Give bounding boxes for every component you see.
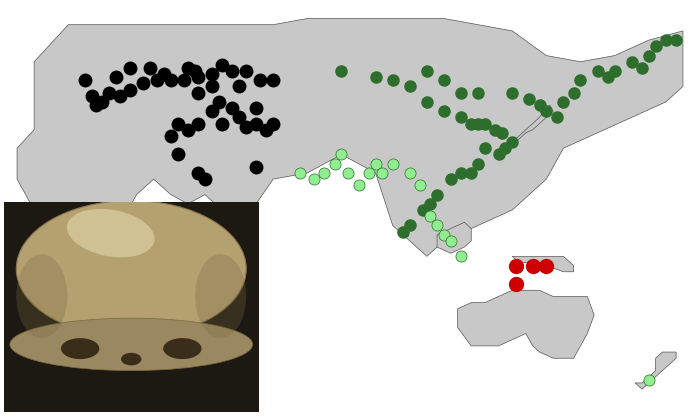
Ellipse shape: [195, 254, 246, 338]
Ellipse shape: [67, 209, 155, 257]
Ellipse shape: [16, 200, 246, 337]
Polygon shape: [437, 222, 471, 253]
Ellipse shape: [10, 318, 253, 370]
Polygon shape: [458, 290, 594, 358]
Ellipse shape: [163, 338, 202, 359]
Polygon shape: [512, 256, 574, 272]
Polygon shape: [512, 105, 553, 145]
Polygon shape: [17, 18, 683, 256]
Ellipse shape: [61, 338, 99, 359]
Polygon shape: [635, 352, 676, 389]
Ellipse shape: [121, 353, 141, 365]
Ellipse shape: [16, 254, 67, 338]
